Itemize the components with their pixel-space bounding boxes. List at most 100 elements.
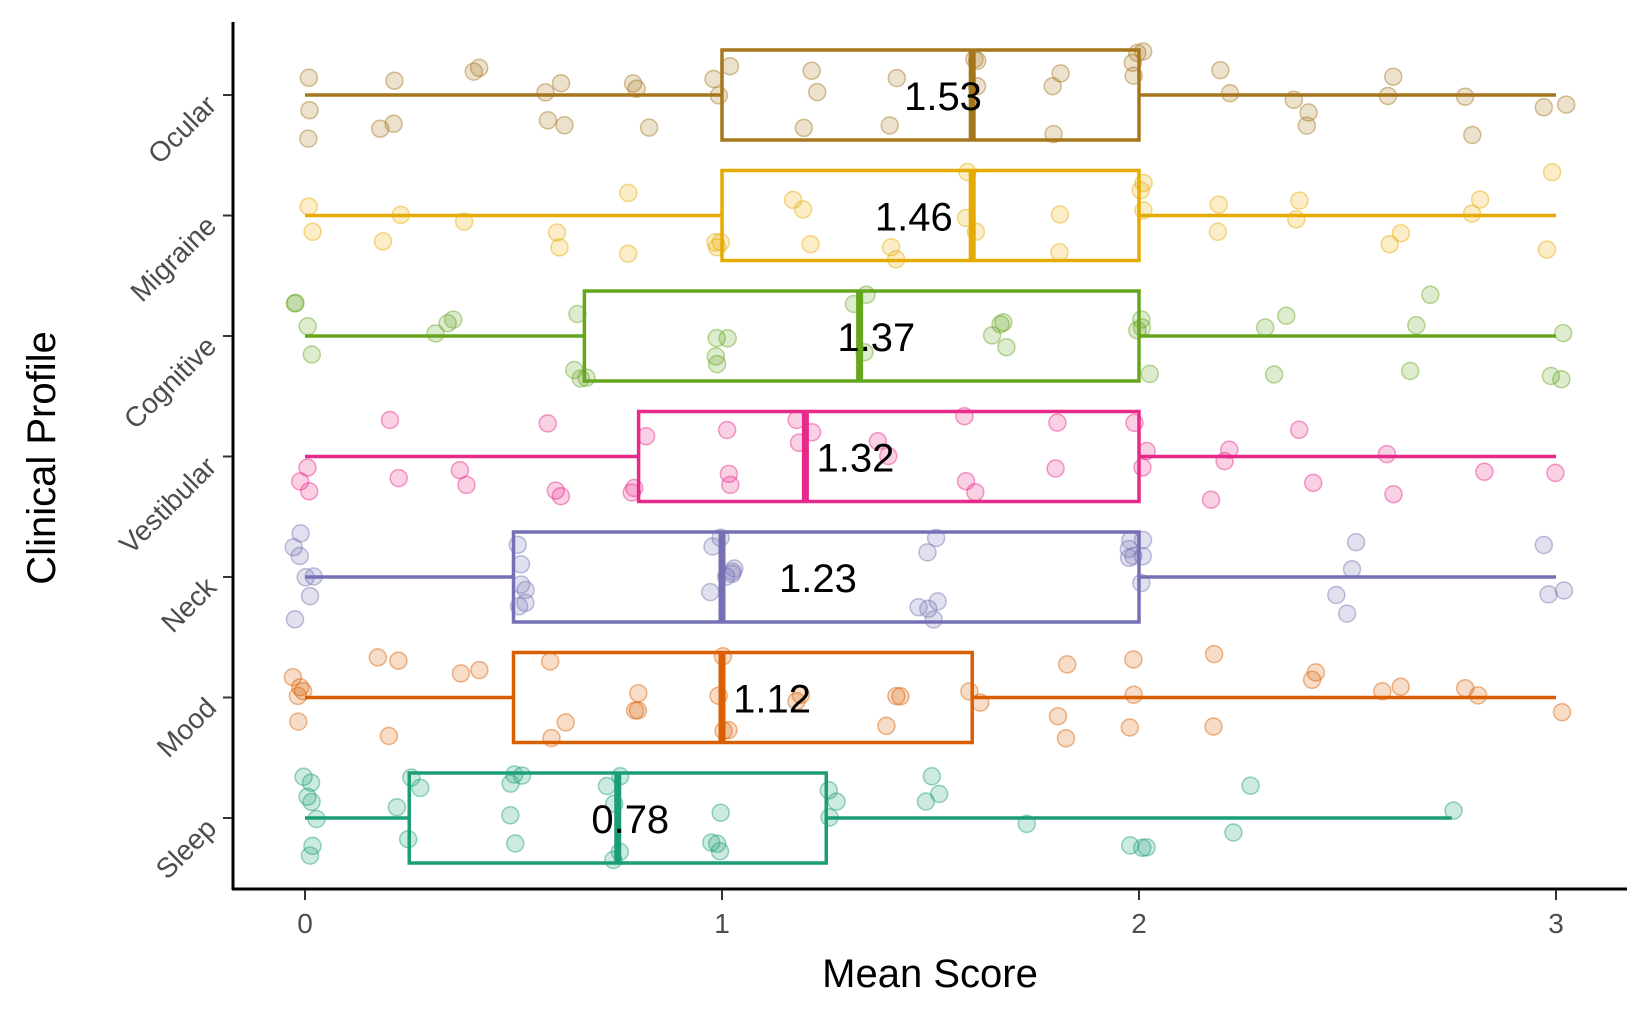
data-point-vestibular <box>717 420 737 440</box>
data-point-migraine <box>1209 195 1229 214</box>
data-point-migraine <box>793 200 813 219</box>
data-point-ocular <box>880 116 899 135</box>
data-point-cognitive <box>438 313 457 333</box>
data-point-migraine <box>303 222 322 242</box>
data-point-mood <box>791 685 811 705</box>
data-point-migraine <box>1208 222 1228 242</box>
data-point-cognitive <box>991 314 1010 334</box>
data-point-neck <box>928 592 947 611</box>
data-point-migraine <box>1287 210 1306 229</box>
data-point-cognitive <box>1264 365 1284 384</box>
box-migraine <box>720 168 1141 263</box>
data-point-vestibular <box>1303 473 1323 493</box>
data-point-ocular <box>1211 60 1230 80</box>
data-point-ocular <box>469 58 489 78</box>
data-point-neck <box>725 559 744 578</box>
y-tick-label-ocular: Ocular <box>142 89 222 169</box>
x-tick-label-3: 3 <box>1548 908 1564 939</box>
data-point-vestibular <box>538 414 557 433</box>
data-point-mood <box>1302 670 1322 690</box>
data-point-mood <box>368 648 388 667</box>
data-point-mood <box>1124 650 1143 669</box>
data-point-cognitive <box>285 294 305 313</box>
data-point-mood <box>389 651 408 670</box>
x-axis-title: Mean Score <box>822 952 1038 996</box>
data-point-mood <box>451 664 471 683</box>
y-tick-label-sleep: Sleep <box>150 812 223 885</box>
y-tick-label-neck: Neck <box>155 571 223 639</box>
data-point-migraine <box>373 232 393 251</box>
x-tick-label-1: 1 <box>714 908 730 939</box>
data-point-neck <box>1337 604 1357 623</box>
data-point-mood <box>1468 686 1488 705</box>
data-point-cognitive <box>443 310 463 329</box>
data-point-sleep <box>711 803 730 822</box>
data-point-cognitive <box>1400 361 1420 381</box>
data-point-cognitive <box>286 293 305 313</box>
data-point-cognitive <box>577 368 596 387</box>
data-point-migraine <box>619 183 638 203</box>
data-point-mood <box>379 726 399 746</box>
y-axis-title: Clinical Profile <box>20 331 64 584</box>
data-point-migraine <box>1470 190 1490 209</box>
data-point-vestibular <box>1377 444 1397 464</box>
data-point-ocular <box>555 116 574 135</box>
data-point-migraine <box>299 197 318 216</box>
data-point-vestibular <box>1475 462 1494 482</box>
data-point-cognitive <box>302 345 322 364</box>
data-point-sleep <box>387 797 407 817</box>
data-point-vestibular <box>956 471 976 491</box>
data-point-vestibular <box>389 468 408 488</box>
data-point-sleep <box>501 774 520 793</box>
data-point-cognitive <box>1421 285 1440 305</box>
data-point-vestibular <box>1046 459 1065 478</box>
box-vestibular <box>636 409 1141 504</box>
data-point-ocular <box>887 68 907 88</box>
data-point-mood <box>1552 702 1572 722</box>
data-point-mood <box>1391 677 1410 697</box>
data-point-neck <box>1119 548 1139 568</box>
data-point-sleep <box>1133 838 1152 858</box>
data-point-vestibular <box>380 410 400 430</box>
data-point-vestibular <box>298 458 317 477</box>
data-point-neck <box>300 586 320 606</box>
data-point-neck <box>291 524 310 543</box>
data-point-ocular <box>794 118 814 138</box>
data-point-ocular <box>627 79 646 98</box>
data-point-neck <box>1534 535 1554 555</box>
data-point-ocular <box>1220 83 1240 103</box>
data-point-ocular <box>300 100 319 120</box>
data-point-vestibular <box>299 482 319 501</box>
data-point-vestibular <box>546 481 566 500</box>
data-point-mood <box>629 683 648 703</box>
data-point-cognitive <box>1541 366 1561 386</box>
data-point-cognitive <box>718 329 737 348</box>
data-point-vestibular <box>457 475 476 495</box>
data-point-ocular <box>464 62 484 81</box>
data-point-cognitive <box>1255 318 1275 337</box>
data-point-mood <box>293 681 313 701</box>
axes <box>231 22 1627 891</box>
data-point-vestibular <box>1289 420 1309 440</box>
mean-label-migraine: 1.46 <box>875 196 953 240</box>
data-point-sleep <box>506 834 525 853</box>
data-point-ocular <box>639 118 659 137</box>
data-point-ocular <box>551 73 571 93</box>
data-point-mood <box>1373 682 1392 701</box>
data-point-cognitive <box>426 324 445 343</box>
mean-labels: 1.53 1.46 1.37 1.32 1.23 1.12 0.78 <box>591 75 982 842</box>
box-neck <box>511 530 1141 624</box>
data-point-cognitive <box>1132 318 1152 337</box>
data-point-ocular <box>384 114 403 134</box>
data-point-vestibular <box>551 486 571 506</box>
data-point-sleep <box>302 792 321 812</box>
data-point-ocular <box>536 83 555 102</box>
data-point-ocular <box>1534 98 1554 117</box>
box-ocular <box>720 48 1141 142</box>
data-point-mood <box>556 713 575 732</box>
data-point-ocular <box>807 82 827 102</box>
data-point-ocular <box>1299 103 1318 122</box>
data-point-cognitive <box>1132 310 1151 329</box>
data-point-sleep <box>702 833 721 852</box>
y-tick-label-cognitive: Cognitive <box>118 330 222 434</box>
